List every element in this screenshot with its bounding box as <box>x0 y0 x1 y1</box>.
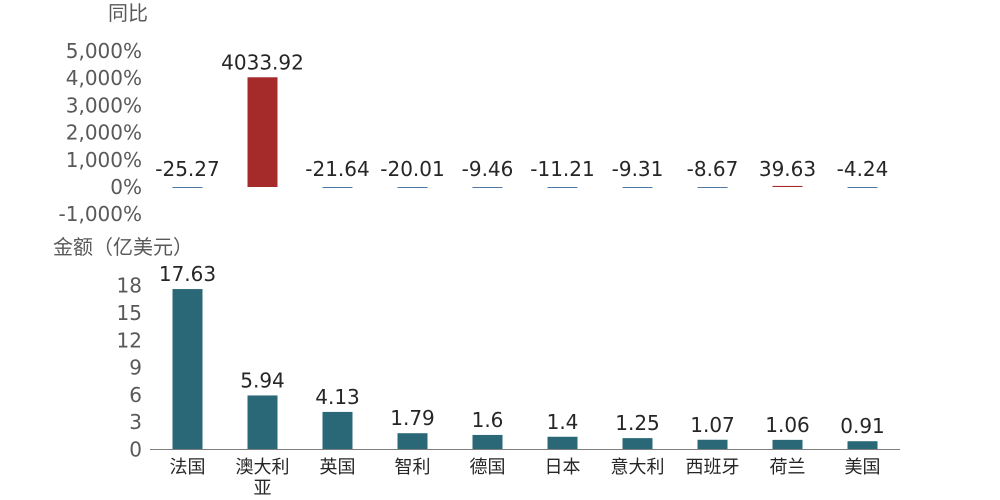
top-bar <box>397 187 428 188</box>
bottom-y-tick-label: 6 <box>129 383 142 407</box>
bottom-y-tick-label: 0 <box>129 438 142 462</box>
top-y-tick-label: 2,000% <box>66 121 142 145</box>
bottom-data-label: 1.79 <box>390 406 435 430</box>
top-data-label: 39.63 <box>759 157 816 181</box>
bottom-data-label: 5.94 <box>240 368 285 392</box>
bottom-y-tick-label: 9 <box>129 356 142 380</box>
bottom-bar <box>847 441 878 450</box>
x-category-label: 英国 <box>320 457 356 478</box>
top-bar <box>322 187 353 188</box>
bottom-y-tick-label: 3 <box>129 410 142 434</box>
bottom-bar <box>547 436 578 450</box>
x-category-label: 智利 <box>395 457 431 478</box>
top-bar <box>622 187 653 188</box>
x-category-label: 澳大利 <box>236 457 290 478</box>
x-category-label: 亚 <box>254 478 272 499</box>
top-data-label: -20.01 <box>380 157 444 181</box>
top-data-label: -9.31 <box>612 157 664 181</box>
x-category-label: 法国 <box>170 457 206 478</box>
bottom-y-axis-ticks: 18 15 12 9 6 3 0 <box>117 274 142 462</box>
x-category-label: 美国 <box>845 457 881 478</box>
top-bar <box>172 187 203 188</box>
bottom-bar <box>397 433 428 450</box>
top-data-label: -25.27 <box>155 157 219 181</box>
top-data-label: -11.21 <box>530 157 594 181</box>
bottom-data-label: 1.4 <box>547 410 579 434</box>
bottom-y-tick-label: 12 <box>117 328 142 352</box>
top-data-label: -8.67 <box>687 157 739 181</box>
bottom-bar <box>697 439 728 450</box>
top-y-tick-label: 4,000% <box>66 66 142 90</box>
top-chart-data-labels: -25.27 4033.92 -21.64 -20.01 -9.46 -11.21 -9.3… <box>155 50 888 181</box>
bottom-bar <box>472 434 503 450</box>
top-y-tick-label: 3,000% <box>66 93 142 117</box>
bottom-bar <box>772 439 803 450</box>
top-y-tick-label: 5,000% <box>66 39 142 63</box>
top-y-axis-title: 同比 <box>108 1 148 25</box>
top-bar <box>847 187 878 188</box>
bottom-data-label: 0.91 <box>840 414 885 438</box>
bottom-chart-bars <box>172 289 878 450</box>
bottom-y-axis-title: 金额（亿美元） <box>53 235 193 259</box>
bottom-y-tick-label: 18 <box>117 274 142 298</box>
bottom-bar <box>172 289 203 450</box>
top-data-label: 4033.92 <box>221 50 304 74</box>
bottom-bar <box>322 411 353 450</box>
top-y-tick-label: -1,000% <box>59 202 142 226</box>
x-category-label: 西班牙 <box>686 457 740 478</box>
top-bar <box>247 77 278 187</box>
top-bar <box>472 187 503 188</box>
bottom-y-tick-label: 15 <box>117 301 142 325</box>
bottom-data-label: 17.63 <box>159 262 216 286</box>
top-chart-bars <box>172 77 878 188</box>
bottom-data-label: 1.06 <box>765 413 810 437</box>
bottom-bar <box>622 438 653 450</box>
top-data-label: -21.64 <box>305 157 369 181</box>
bottom-data-label: 1.6 <box>472 408 504 432</box>
bottom-data-label: 4.13 <box>315 385 360 409</box>
bottom-bar <box>247 395 278 450</box>
top-bar <box>547 187 578 188</box>
top-data-label: -4.24 <box>837 157 889 181</box>
top-bar <box>772 185 803 187</box>
top-y-axis-ticks: 5,000% 4,000% 3,000% 2,000% 1,000% 0% -1,000% <box>59 39 142 226</box>
x-category-label: 日本 <box>545 457 581 478</box>
top-y-tick-label: 1,000% <box>66 148 142 172</box>
bottom-chart-data-labels: 17.63 5.94 4.13 1.79 1.6 1.4 1.25 1.07 1.06 0.91 <box>159 262 885 438</box>
x-category-label: 荷兰 <box>770 457 806 478</box>
top-y-tick-label: 0% <box>110 175 142 199</box>
bottom-data-label: 1.07 <box>690 413 735 437</box>
x-category-label: 意大利 <box>611 457 665 478</box>
top-data-label: -9.46 <box>462 157 514 181</box>
x-category-label: 德国 <box>470 457 506 478</box>
top-bar <box>697 187 728 188</box>
bottom-data-label: 1.25 <box>615 411 660 435</box>
